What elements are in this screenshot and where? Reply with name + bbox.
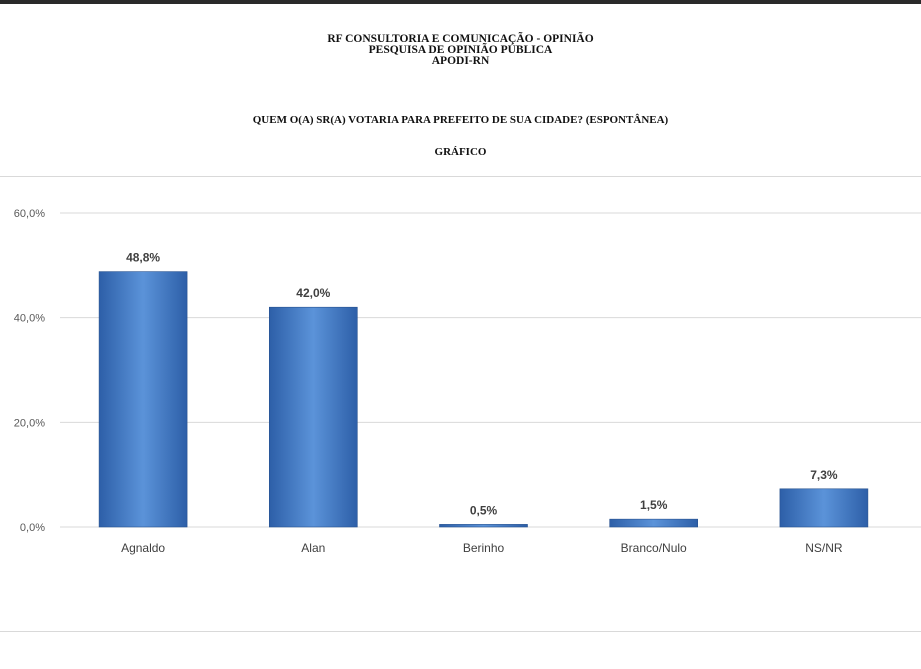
x-tick-label: Berinho (463, 541, 505, 555)
survey-question: QUEM O(A) SR(A) VOTARIA PARA PREFEITO DE… (252, 114, 669, 126)
top-border (0, 0, 921, 4)
y-axis-ticks: 0,0% 20,0% 40,0% 60,0% (14, 208, 45, 534)
data-label: 0,5% (470, 503, 498, 517)
data-label: 7,3% (810, 468, 838, 482)
header-location: APODI-RN (431, 55, 490, 67)
y-tick-label: 0,0% (20, 522, 45, 534)
section-label: GRÁFICO (434, 146, 487, 158)
bars (98, 271, 869, 528)
data-labels: 48,8% 42,0% 0,5% 1,5% 7,3% (126, 251, 838, 518)
bar-agnaldo (98, 271, 188, 528)
chart-area: 0,0% 20,0% 40,0% 60,0% 48,8% 42,0% 0,5% 1,5% 7,… (0, 176, 921, 632)
data-label: 42,0% (296, 286, 330, 300)
header-survey: PESQUISA DE OPINIÃO PÚBLICA (368, 44, 553, 56)
x-tick-label: Agnaldo (121, 541, 165, 555)
header-company: RF CONSULTORIA E COMUNICAÇÃO - OPINIÃO (327, 33, 594, 45)
bar-branco-nulo (609, 518, 699, 528)
x-tick-label: NS/NR (805, 541, 843, 555)
bar-alan (268, 306, 358, 528)
x-axis-ticks: Agnaldo Alan Berinho Branco/Nulo NS/NR (121, 541, 843, 555)
x-tick-label: Branco/Nulo (621, 541, 687, 555)
bar-chart: 0,0% 20,0% 40,0% 60,0% 48,8% 42,0% 0,5% 1,5% 7,… (14, 208, 921, 555)
bar-ns-nr (779, 488, 869, 528)
y-tick-label: 40,0% (14, 313, 45, 325)
bar-berinho (439, 524, 528, 528)
data-label: 1,5% (640, 498, 668, 512)
gridlines (60, 212, 921, 528)
data-label: 48,8% (126, 251, 160, 265)
y-tick-label: 20,0% (14, 417, 45, 429)
y-tick-label: 60,0% (14, 208, 45, 220)
report-header: RF CONSULTORIA E COMUNICAÇÃO - OPINIÃO P… (0, 33, 921, 67)
x-tick-label: Alan (301, 541, 325, 555)
